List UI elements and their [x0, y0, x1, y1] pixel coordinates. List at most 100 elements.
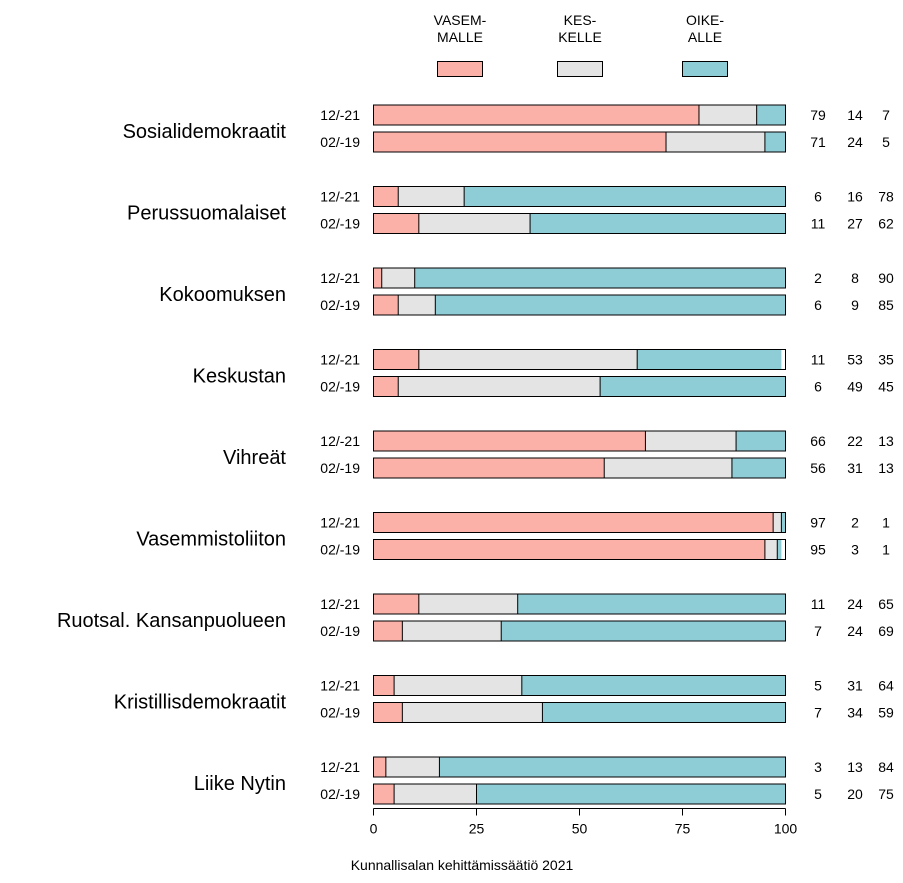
bar-outline	[373, 186, 786, 207]
value-label-left: 66	[810, 433, 826, 449]
value-label-left: 2	[814, 270, 822, 286]
value-label-right: 78	[878, 189, 894, 205]
value-label-center: 8	[851, 270, 859, 286]
period-label: 12/-21	[320, 107, 360, 123]
bar-segment-center	[398, 186, 465, 207]
bar-segment-right	[476, 784, 786, 804]
party-label: Keskustan	[193, 366, 286, 388]
bar-segment-right	[501, 621, 786, 641]
value-label-center: 27	[847, 216, 863, 232]
bar-segment-right	[517, 594, 786, 614]
bar-segment-left	[373, 349, 419, 370]
party-label: Perussuomalaiset	[127, 203, 286, 225]
bar-segment-left	[373, 594, 419, 614]
bar-outline	[373, 430, 786, 452]
party-label: Vihreät	[223, 447, 286, 469]
bar-segment-center	[402, 702, 543, 723]
value-label-right: 13	[878, 460, 894, 476]
value-label-left: 97	[810, 515, 826, 531]
bar-segment-left	[373, 105, 699, 125]
bar-segment-center	[381, 268, 415, 288]
bar-segment-right	[764, 132, 786, 152]
value-label-center: 53	[847, 352, 863, 368]
bar-segment-right	[435, 295, 786, 315]
value-label-left: 79	[810, 107, 826, 123]
value-label-center: 24	[847, 134, 863, 150]
value-label-center: 2	[851, 515, 859, 531]
value-label-left: 7	[814, 623, 822, 639]
value-label-center: 14	[847, 107, 863, 123]
bar-segment-left	[373, 431, 646, 451]
period-label: 02/-19	[320, 542, 360, 558]
party-label: Ruotsal. Kansanpuolueen	[57, 610, 286, 632]
period-label: 02/-19	[320, 623, 360, 639]
bar-segment-right	[521, 675, 786, 696]
period-label: 12/-21	[320, 433, 360, 449]
bar-outline	[373, 783, 786, 805]
party-label: Sosialidemokraatit	[123, 121, 287, 143]
legend-swatch-center	[557, 61, 603, 77]
bar-segment-center	[402, 621, 502, 641]
bar-segment-left	[373, 186, 399, 207]
period-label: 12/-21	[320, 759, 360, 775]
value-label-left: 6	[814, 297, 822, 313]
bar-segment-center	[666, 132, 765, 152]
party-label: Kokoomuksen	[159, 284, 286, 306]
value-label-right: 1	[882, 542, 890, 558]
value-label-left: 71	[810, 134, 826, 150]
bar-segment-center	[398, 295, 436, 315]
party-label: Kristillisdemokraatit	[114, 692, 287, 714]
legend-label: VASEM-	[434, 12, 487, 28]
value-label-right: 90	[878, 270, 894, 286]
bar-segment-right	[530, 213, 786, 234]
bar-segment-center	[394, 675, 522, 696]
legend-swatch-right	[682, 61, 728, 77]
bar-segment-left	[373, 295, 399, 315]
bar-segment-right	[777, 539, 782, 560]
legend-label: MALLE	[437, 29, 483, 45]
bar-segment-left	[373, 702, 403, 723]
value-label-center: 9	[851, 297, 859, 313]
value-label-right: 62	[878, 216, 894, 232]
bar-segment-left	[373, 539, 765, 560]
x-tick-label: 50	[572, 821, 588, 837]
value-label-right: 75	[878, 786, 894, 802]
value-label-center: 49	[847, 379, 863, 395]
value-label-center: 20	[847, 786, 863, 802]
bar-segment-center	[394, 784, 477, 804]
value-label-center: 24	[847, 623, 863, 639]
bar-segment-left	[373, 458, 605, 478]
period-label: 12/-21	[320, 189, 360, 205]
bar-segment-right	[464, 186, 786, 207]
party-label: Vasemmistoliiton	[136, 529, 286, 551]
value-label-right: 65	[878, 596, 894, 612]
bar-segment-center	[698, 105, 757, 125]
value-label-right: 64	[878, 678, 894, 694]
bar-outline	[373, 267, 786, 289]
bar-segment-right	[439, 757, 786, 777]
value-label-center: 31	[847, 460, 863, 476]
bar-outline	[373, 593, 786, 615]
x-axis: 0 25 50 75 100	[370, 808, 797, 837]
period-label: 12/-21	[320, 678, 360, 694]
legend-label: OIKE-	[686, 12, 724, 28]
bar-segment-center	[418, 594, 518, 614]
bar-segment-right	[736, 431, 786, 451]
bar-segment-center	[385, 757, 440, 777]
bar-segment-center	[645, 431, 737, 451]
bar-outline	[373, 294, 786, 316]
legend: VASEM-MALLE KES-KELLE OIKE-ALLE	[434, 12, 728, 77]
value-label-left: 11	[811, 352, 826, 368]
bar-segment-left	[373, 132, 667, 152]
value-label-center: 31	[847, 678, 863, 694]
value-label-right: 5	[882, 134, 890, 150]
x-tick-label: 75	[675, 821, 691, 837]
bar-segment-right	[781, 512, 786, 533]
period-label: 02/-19	[320, 216, 360, 232]
bar-segment-right	[600, 376, 786, 397]
value-label-right: 69	[878, 623, 894, 639]
bar-outline	[373, 620, 786, 642]
value-label-right: 59	[878, 705, 894, 721]
bar-segment-center	[418, 349, 638, 370]
